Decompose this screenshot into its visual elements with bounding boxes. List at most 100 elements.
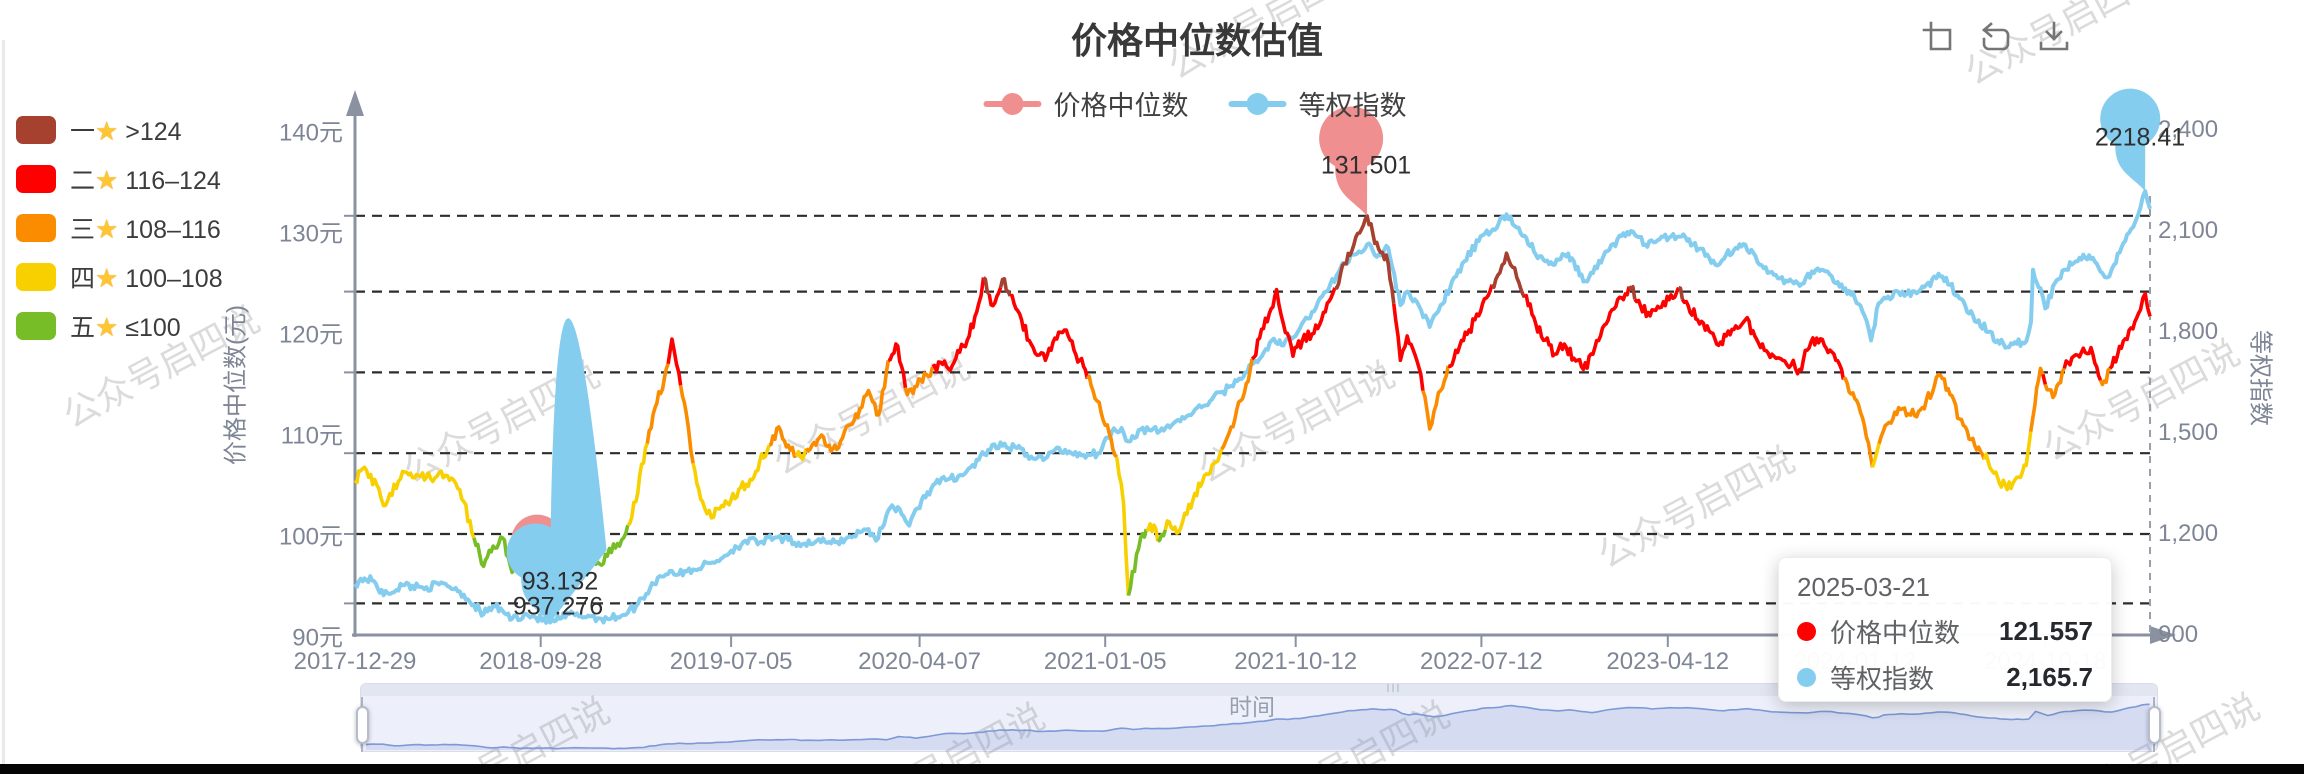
slider-right-handle[interactable]: [2148, 706, 2161, 744]
legend-median-line-icon: [983, 92, 1042, 115]
left-axis-title: 价格中位数(元): [222, 305, 250, 465]
right-axis-label: 1,500: [2158, 419, 2219, 446]
tooltip-series-dot: [1797, 622, 1816, 641]
series-median-segment: [1085, 374, 1119, 459]
right-axis-title: 等权指数: [2246, 330, 2274, 426]
datazoom-slider-topband: [361, 684, 2157, 696]
star-legend-item-1: 一★ >124: [16, 115, 182, 146]
series-median-segment: [804, 360, 891, 453]
tooltip-series-name: 等权指数: [1830, 664, 1935, 694]
series-median-segment: [645, 363, 670, 444]
series-median-segment: [1523, 286, 1631, 372]
pin-index-min: [506, 318, 607, 623]
x-axis-label: 2021-10-12: [1234, 648, 1358, 675]
legend-item-index[interactable]: 等权指数: [1228, 84, 1407, 123]
slider-minichart-fill: [366, 704, 2152, 750]
series-median-segment: [1982, 431, 2033, 492]
series-median-segment: [1877, 372, 1986, 461]
series-median-segment: [768, 425, 797, 458]
zoom-select-icon[interactable]: [1921, 20, 1955, 54]
x-axis-label: 2021-01-05: [1043, 648, 1167, 675]
series-median-segment: [987, 286, 1003, 308]
pin-median-max: [1319, 106, 1384, 216]
x-axis-title: 时间: [1229, 694, 1275, 720]
marker-label-index-min: 937.276: [512, 592, 604, 621]
star-icon: ★: [95, 312, 119, 342]
save-image-icon[interactable]: [2037, 20, 2071, 54]
pin-index-max: [2100, 88, 2161, 192]
series-median-segment: [666, 337, 683, 386]
series-median-segment: [626, 442, 649, 527]
star-icon: ★: [95, 165, 119, 195]
tooltip-row: 价格中位数 121.557: [1797, 613, 2093, 650]
series-median-segment: [1392, 303, 1425, 391]
left-axis-label: 90元: [292, 624, 343, 652]
series-median-segment: [2108, 291, 2152, 370]
x-axis-label: 2019-07-05: [669, 648, 793, 675]
left-edge-divider: [2, 40, 5, 764]
legend-median-label: 价格中位数: [1053, 91, 1189, 121]
series-median-segment: [2041, 373, 2048, 385]
star-legend-item-3: 三★ 108–116: [16, 213, 221, 244]
star-icon: ★: [95, 116, 119, 146]
series-median-segment: [1447, 284, 1494, 369]
series-median-segment: [1490, 251, 1527, 299]
slider-left-handle[interactable]: [356, 706, 369, 744]
series-median-segment: [1842, 376, 1875, 468]
left-axis-label: 120元: [278, 321, 343, 349]
series-median-segment: [353, 465, 476, 539]
legend-index-line-icon: [1228, 92, 1287, 115]
bottom-bar: [0, 764, 2304, 774]
star-legend-label: 三★ 108–116: [70, 214, 221, 244]
star-legend-item-4: 四★ 100–108: [16, 262, 223, 293]
series-median-segment: [1220, 358, 1254, 451]
series-legend: 价格中位数 等权指数: [983, 84, 1407, 123]
right-axis-label: 1,200: [2158, 520, 2219, 547]
series-median-segment: [1156, 529, 1168, 543]
star-legend-label: 四★ 100–108: [70, 263, 223, 293]
series-median-segment: [1126, 528, 1149, 597]
series-median-segment: [1334, 214, 1396, 305]
legend-index-label: 等权指数: [1298, 91, 1407, 121]
series-median-segment: [1677, 285, 1685, 300]
star-legend-label: 二★ 116–124: [70, 165, 221, 195]
left-axis-label: 100元: [278, 523, 343, 551]
series-median-segment: [931, 277, 986, 373]
series-median-segment: [2062, 345, 2103, 381]
star-legend-label: 五★ ≤100: [70, 312, 181, 342]
series-median-segment: [903, 366, 935, 397]
marker-label-index-max: 2218.41: [2094, 123, 2186, 152]
series-median-segment: [1633, 286, 1681, 319]
restore-icon[interactable]: [1979, 20, 2013, 54]
right-axis-label: 2,100: [2158, 217, 2219, 244]
tooltip: 2025-03-21 价格中位数 121.557 等权指数 2,165.7: [1778, 557, 2112, 702]
x-axis-label: 2020-04-07: [858, 648, 981, 675]
left-axis-label: 130元: [278, 220, 343, 248]
series-median-segment: [998, 277, 1012, 297]
y-axis-arrow-icon: [346, 90, 364, 116]
star-icon: ★: [95, 263, 119, 293]
tooltip-series-dot: [1797, 668, 1816, 687]
series-median-segment: [982, 276, 991, 296]
marker-label-median-max: 131.501: [1320, 151, 1412, 180]
series-median-segment: [1115, 456, 1131, 596]
star-legend-label: 一★ >124: [70, 116, 182, 146]
star-legend-item-5: 五★ ≤100: [16, 311, 181, 342]
right-axis-label: 1,800: [2158, 318, 2219, 345]
series-median-segment: [2028, 366, 2045, 432]
series-median-segment: [887, 342, 908, 389]
tooltip-date: 2025-03-21: [1797, 572, 1930, 602]
x-axis-label: 2022-07-12: [1419, 648, 1543, 675]
series-median-segment: [1009, 293, 1090, 380]
series-median-segment: [1250, 287, 1337, 361]
star-icon: ★: [95, 214, 119, 244]
series-median-segment: [678, 385, 695, 464]
page-title: 价格中位数估值: [1070, 20, 1324, 61]
right-axis-label: 900: [2158, 621, 2199, 648]
series-median-segment: [1627, 285, 1637, 300]
star-color-swatch: [16, 214, 56, 242]
slider-move-handle[interactable]: [1387, 684, 1399, 692]
legend-item-median[interactable]: 价格中位数: [983, 84, 1189, 123]
